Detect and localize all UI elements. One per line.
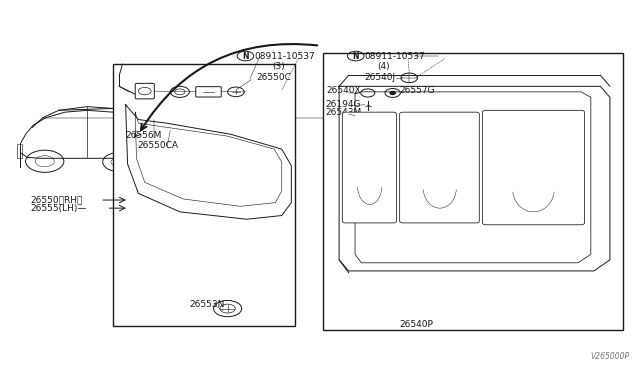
Text: 26540X: 26540X	[326, 86, 361, 95]
Text: N: N	[353, 52, 359, 61]
Text: 26555(LH)—: 26555(LH)—	[30, 203, 86, 213]
Bar	[127, 134, 136, 144]
Text: 08911-10537: 08911-10537	[365, 52, 426, 61]
Text: 26540J: 26540J	[365, 73, 396, 82]
Text: ↓: ↓	[364, 100, 371, 109]
Text: 08911-10537: 08911-10537	[254, 52, 315, 61]
Text: (3): (3)	[272, 62, 285, 71]
Circle shape	[390, 92, 395, 94]
FancyBboxPatch shape	[135, 83, 154, 99]
Text: (4): (4)	[378, 62, 390, 71]
Text: 26543M: 26543M	[325, 108, 362, 118]
Bar	[323, 53, 623, 330]
FancyBboxPatch shape	[342, 112, 396, 223]
Text: 26550〈RH〉: 26550〈RH〉	[30, 196, 83, 205]
Text: 26556M: 26556M	[125, 131, 162, 140]
FancyBboxPatch shape	[399, 112, 479, 223]
Text: 26194G: 26194G	[325, 100, 360, 109]
Text: N: N	[242, 52, 249, 61]
Text: 26553N: 26553N	[189, 300, 225, 310]
Text: 26550C: 26550C	[256, 73, 291, 82]
Text: 26557G: 26557G	[399, 86, 435, 95]
FancyBboxPatch shape	[196, 87, 221, 97]
Text: 26540P: 26540P	[399, 320, 433, 329]
FancyBboxPatch shape	[483, 110, 584, 225]
Text: 26550CA: 26550CA	[137, 141, 178, 150]
Bar	[17, 144, 22, 158]
Bar	[113, 64, 294, 326]
Text: V265000P: V265000P	[590, 352, 629, 361]
